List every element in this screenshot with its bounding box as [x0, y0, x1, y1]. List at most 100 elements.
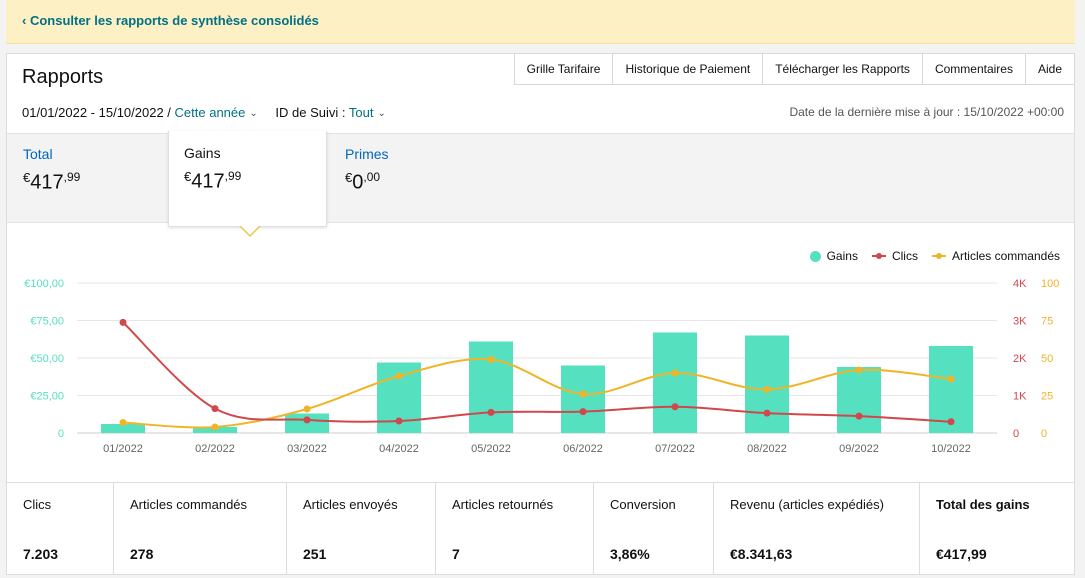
consolidated-reports-link[interactable]: ‹ Consulter les rapports de synthèse con… [22, 13, 319, 28]
bar-gains [561, 365, 605, 433]
chevron-down-icon: ⌄ [249, 108, 258, 119]
x-tick-label: 04/2022 [379, 443, 419, 455]
series-line-clics [122, 321, 952, 423]
tab-commentaires[interactable]: Commentaires [922, 53, 1026, 85]
y-left-tick-label: €75,00 [30, 316, 64, 328]
y-right2-tick-label: 75 [1041, 316, 1053, 328]
tab-historique-paiement[interactable]: Historique de Paiement [613, 53, 764, 85]
metric-label: Total des gains [936, 497, 1030, 512]
period-dropdown[interactable]: Cette année ⌄ [175, 105, 258, 120]
metric-value: 251 [303, 546, 327, 562]
point-articles [487, 356, 495, 363]
point-clics [947, 418, 955, 426]
metric-conversion: Conversion 3,86% [594, 483, 714, 575]
point-clics [487, 408, 495, 416]
metric-label: Clics [23, 497, 52, 512]
summary-total[interactable]: Total €417,99 [23, 146, 80, 195]
chevron-down-icon: ⌄ [377, 108, 386, 119]
x-tick-label: 03/2022 [287, 443, 327, 455]
legend-gains-label: Gains [826, 249, 858, 263]
chart-legend: Gains Clics Articles commandés [809, 249, 1060, 263]
x-tick-label: 02/2022 [195, 443, 235, 455]
y-right1-tick-label: 3K [1013, 316, 1027, 328]
metric-label: Conversion [610, 497, 676, 512]
summary-gains-label: Gains [184, 145, 221, 161]
bar-gains [745, 335, 789, 433]
selection-pointer [239, 225, 261, 237]
banner: ‹ Consulter les rapports de synthèse con… [6, 0, 1075, 44]
date-range-text: 01/01/2022 - 15/10/2022 / [22, 105, 171, 120]
point-clics [303, 416, 311, 424]
bar-gains [653, 332, 697, 433]
summary-primes[interactable]: Primes €0,00 [345, 146, 389, 195]
period-label: Cette année [174, 105, 246, 120]
metric-label: Articles retournés [452, 497, 554, 512]
y-right1-tick-label: 2K [1013, 353, 1027, 365]
tracking-id-dropdown[interactable]: Tout ⌄ [349, 105, 386, 120]
y-left-tick-label: €50,00 [30, 353, 64, 365]
point-clics [119, 318, 127, 326]
legend-clics-label: Clics [891, 249, 918, 263]
y-left-tick-label: 0 [58, 428, 64, 440]
x-tick-label: 06/2022 [563, 443, 603, 455]
metric-value: 3,86% [610, 546, 650, 562]
summary-gains-value: €417,99 [184, 169, 242, 193]
y-left-tick-label: €25,00 [30, 391, 64, 403]
metric-value: 7 [452, 546, 460, 562]
summary-primes-value: €0,00 [345, 170, 381, 194]
point-articles [395, 372, 403, 380]
point-clics [763, 409, 771, 417]
y-right1-tick-label: 4K [1013, 278, 1027, 290]
metric-value: €8.341,63 [730, 546, 793, 562]
legend-clics[interactable]: Clics [871, 249, 918, 263]
y-right2-tick-label: 0 [1041, 428, 1047, 440]
tab-aide[interactable]: Aide [1025, 53, 1075, 85]
bar-gains [837, 367, 881, 433]
summary-total-label: Total [23, 146, 53, 162]
point-clics [579, 408, 587, 416]
metric-label: Revenu (articles expédiés) [730, 497, 884, 512]
tracking-id-label: ID de Suivi : [275, 105, 346, 120]
last-update-text: Date de la dernière mise à jour : 15/10/… [789, 105, 1064, 119]
y-right1-tick-label: 1K [1013, 391, 1027, 403]
page-title: Rapports [22, 66, 104, 88]
bar-gains [469, 341, 513, 433]
legend-gains-swatch [809, 250, 821, 262]
reports-card: Rapports Grille Tarifaire Historique de … [6, 53, 1075, 575]
x-tick-label: 09/2022 [839, 443, 879, 455]
point-clics [211, 405, 219, 413]
metric-label: Articles envoyés [303, 497, 398, 512]
point-articles [119, 419, 127, 426]
point-articles [211, 423, 219, 431]
x-tick-label: 05/2022 [471, 443, 511, 455]
point-clics [855, 412, 863, 420]
point-articles [947, 375, 955, 383]
tab-telecharger-rapports[interactable]: Télécharger les Rapports [763, 53, 923, 85]
summary-gains-selected[interactable]: Gains €417,99 [168, 131, 327, 237]
point-articles [579, 390, 587, 398]
series-line-articles [122, 358, 952, 429]
metric-value: €417,99 [936, 546, 987, 562]
earnings-chart: 0 0 0 €25,00 1K 25 €50,00 2K 50 €75,00 3K 75 €100,00… [24, 278, 1059, 455]
point-articles [303, 405, 311, 413]
metric-label: Articles commandés [130, 497, 248, 512]
legend-gains[interactable]: Gains [809, 249, 858, 263]
tab-grille-tarifaire[interactable]: Grille Tarifaire [513, 53, 614, 85]
metrics-row: Clics 7.203 Articles commandés 278 Article… [7, 482, 1074, 575]
top-tabs: Grille Tarifaire Historique de Paiement … [513, 53, 1075, 85]
point-articles [855, 366, 863, 374]
y-right1-tick-label: 0 [1013, 428, 1019, 440]
point-articles [763, 386, 771, 393]
y-right2-tick-label: 50 [1041, 353, 1053, 365]
y-right2-tick-label: 25 [1041, 391, 1053, 403]
legend-articles-swatch [931, 253, 946, 259]
legend-articles[interactable]: Articles commandés [931, 249, 1060, 263]
summary-primes-label: Primes [345, 146, 389, 162]
x-tick-label: 08/2022 [747, 443, 787, 455]
x-tick-label: 07/2022 [655, 443, 695, 455]
tracking-id-value: Tout [348, 105, 374, 120]
legend-articles-label: Articles commandés [951, 249, 1060, 263]
metric-clics: Clics 7.203 [7, 483, 114, 575]
point-articles [671, 369, 679, 377]
y-right2-tick-label: 100 [1041, 278, 1059, 290]
